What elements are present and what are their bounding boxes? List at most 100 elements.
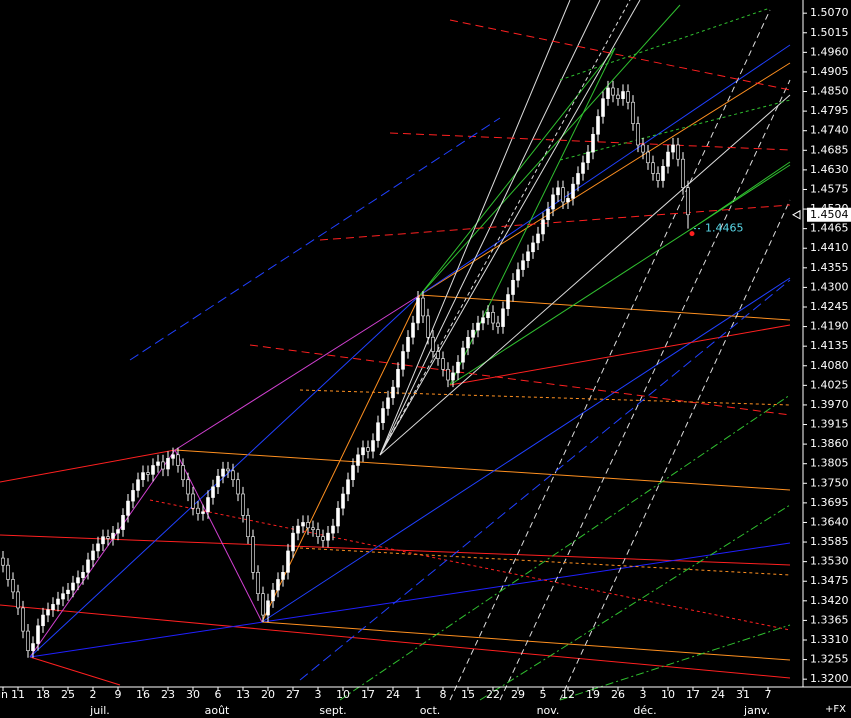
price-pointer xyxy=(791,209,801,220)
fan-line xyxy=(379,0,631,456)
candle-body xyxy=(246,515,250,538)
candle-body xyxy=(661,166,665,181)
candle-body xyxy=(516,269,520,281)
candle-body xyxy=(576,173,580,185)
trend-line xyxy=(0,604,791,679)
candle-body xyxy=(561,187,565,203)
y-tick-label: 1.4025 xyxy=(810,378,849,391)
candle-body xyxy=(171,454,175,459)
candle-body xyxy=(251,536,255,573)
channel-line xyxy=(389,132,791,151)
candle-body xyxy=(21,607,25,632)
candle-body xyxy=(436,351,440,359)
y-tick-label: 1.4190 xyxy=(810,320,849,333)
trend-line xyxy=(261,277,791,623)
candle-body xyxy=(656,173,660,181)
candle-body xyxy=(376,422,380,441)
candle-body xyxy=(316,529,320,538)
candle-body xyxy=(536,233,540,244)
y-tick-label: 1.3695 xyxy=(810,496,849,509)
candle-body xyxy=(501,308,505,327)
candle-body xyxy=(16,591,20,609)
y-tick-label: 1.5070 xyxy=(810,6,849,19)
x-tick-label: 2 xyxy=(90,688,97,701)
candle-body xyxy=(141,472,145,481)
candle-body xyxy=(281,572,285,580)
x-tick-label: 19 xyxy=(586,688,600,701)
candle-body xyxy=(486,312,490,318)
trend-line xyxy=(29,542,791,658)
x-tick-label: 31 xyxy=(736,688,750,701)
candle-body xyxy=(211,486,215,498)
candle-body xyxy=(586,151,590,164)
candle-body xyxy=(176,454,180,466)
x-tick-label: 7 xyxy=(765,688,772,701)
candle-body xyxy=(521,260,525,270)
candle-body xyxy=(411,322,415,338)
x-tick-label: 6 xyxy=(215,688,222,701)
candle-body xyxy=(271,589,275,602)
candle-body xyxy=(51,604,55,611)
month-label: juil. xyxy=(89,704,110,717)
candle-body xyxy=(671,144,675,153)
trend-line xyxy=(29,656,121,686)
candle-body xyxy=(641,144,645,153)
candle-body xyxy=(686,187,690,216)
candle-body xyxy=(1,557,5,566)
candle-body xyxy=(66,589,70,594)
y-tick-label: 1.3255 xyxy=(810,653,849,666)
month-label: oct. xyxy=(420,704,441,717)
candle-body xyxy=(91,550,95,561)
y-tick-label: 1.4740 xyxy=(810,124,849,137)
candle-body xyxy=(616,94,620,99)
candle-body xyxy=(346,479,350,495)
candle-body xyxy=(296,525,300,534)
candle-body xyxy=(76,577,80,584)
candle-body xyxy=(551,194,555,210)
x-tick-label: 9 xyxy=(115,688,122,701)
channel-line xyxy=(149,499,791,631)
candle-body xyxy=(681,158,685,188)
candle-body xyxy=(306,522,310,529)
y-tick-label: 1.4465 xyxy=(810,222,849,235)
y-tick-label: 1.3475 xyxy=(810,574,849,587)
candle-body xyxy=(556,187,560,196)
candle-body xyxy=(291,532,295,552)
y-tick-label: 1.4850 xyxy=(810,85,849,98)
trend-line xyxy=(174,449,791,491)
candle-body xyxy=(396,369,400,388)
candle-body xyxy=(646,151,650,164)
candle-body xyxy=(31,643,35,651)
candle-body xyxy=(386,397,390,409)
candle-body xyxy=(136,479,140,491)
x-tick-label: 25 xyxy=(61,688,75,701)
trend-line xyxy=(419,4,681,296)
candle-body xyxy=(471,329,475,338)
y-tick-label: 1.4355 xyxy=(810,261,849,274)
x-tick-label: 24 xyxy=(386,688,400,701)
candle-body xyxy=(11,579,15,593)
candle-body xyxy=(491,312,495,324)
candle-body xyxy=(461,347,465,363)
month-label: août xyxy=(205,704,230,717)
candle-body xyxy=(531,242,535,253)
candle-body xyxy=(191,493,195,509)
fan-line xyxy=(559,199,791,701)
y-tick-label: 1.4795 xyxy=(810,104,849,117)
channel-line xyxy=(559,99,791,161)
y-tick-label: 1.4080 xyxy=(810,359,849,372)
candle-body xyxy=(496,322,500,327)
candle-body xyxy=(166,458,170,470)
candle-body xyxy=(511,279,515,295)
trend-line xyxy=(29,294,421,658)
x-tick-label: 10 xyxy=(661,688,675,701)
candle-body xyxy=(121,515,125,530)
candle-body xyxy=(41,614,45,627)
candle-body xyxy=(326,532,330,541)
candle-body xyxy=(226,468,230,472)
candle-body xyxy=(181,465,185,481)
x-tick-label: 26 xyxy=(611,688,625,701)
y-tick-label: 1.4575 xyxy=(810,182,849,195)
candle-body xyxy=(541,219,545,235)
x-tick-label: 8 xyxy=(440,688,447,701)
